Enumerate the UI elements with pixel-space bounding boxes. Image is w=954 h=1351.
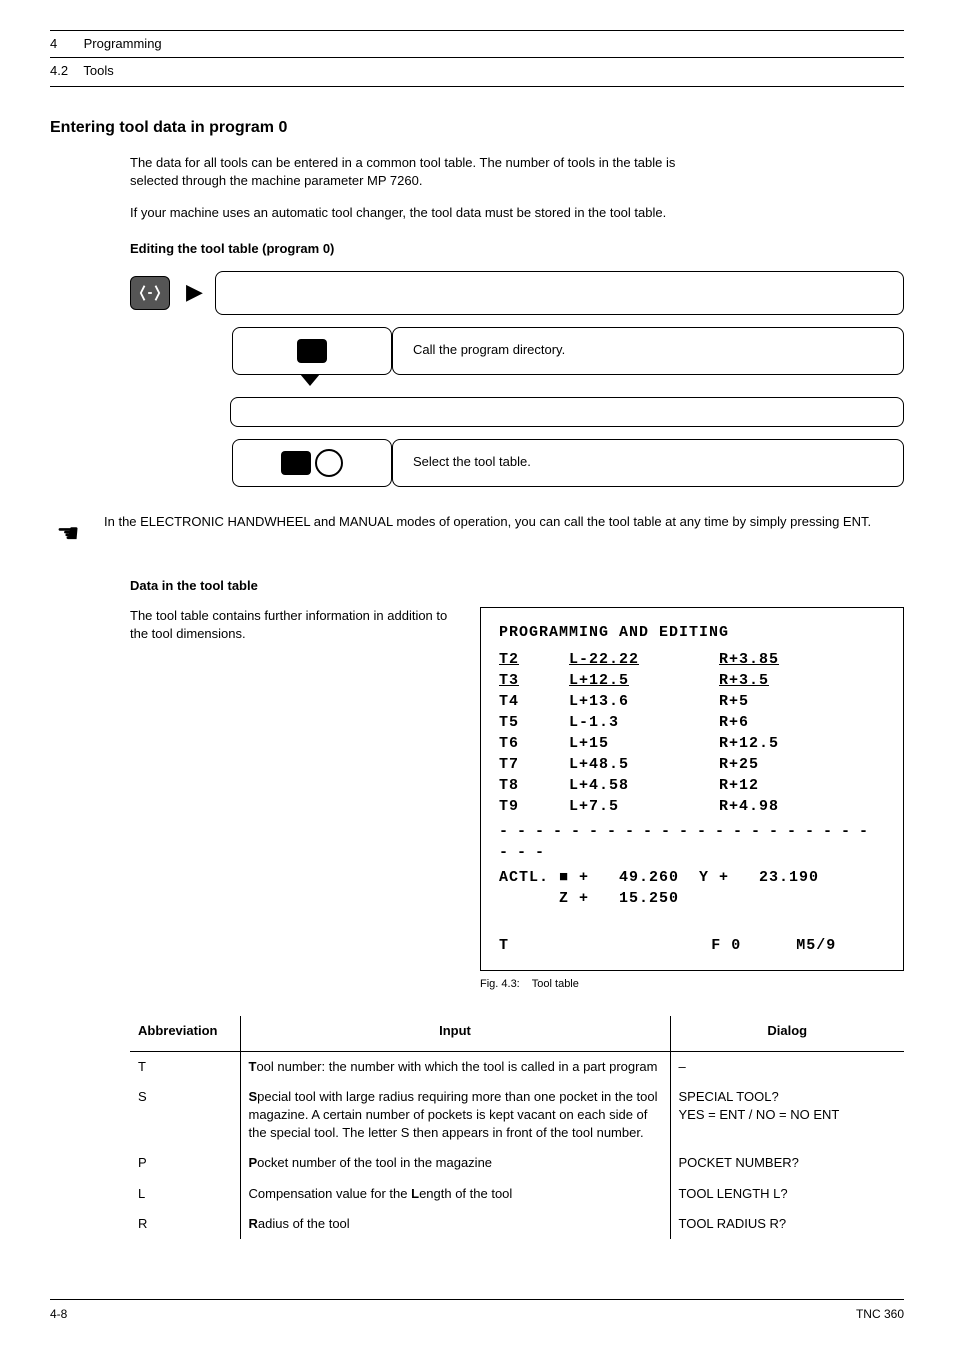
screen-l: L+13.6 <box>569 691 719 712</box>
screen-r: R+6 <box>719 712 885 733</box>
screen-row: T3L+12.5R+3.5 <box>499 670 885 691</box>
screen-r: R+3.85 <box>719 649 885 670</box>
screen-t: T6 <box>499 733 569 754</box>
key-select-table <box>232 439 392 487</box>
flow-step-2: Select the tool table. <box>130 439 904 487</box>
screen-status-t: T <box>499 935 711 956</box>
data-heading: Data in the tool table <box>130 577 904 595</box>
flow-header-row: ▶ <box>130 271 904 315</box>
round-key-icon <box>315 449 343 477</box>
defs-dialog: – <box>670 1051 904 1082</box>
note-block: ☚ In the ELECTRONIC HANDWHEEL and MANUAL… <box>50 513 904 551</box>
key-pgm-dir <box>232 327 392 375</box>
defs-row: LCompensation value for the Length of th… <box>130 1179 904 1209</box>
defs-abbr: L <box>130 1179 240 1209</box>
flow-empty-banner <box>215 271 904 315</box>
defs-row: TTool number: the number with which the … <box>130 1051 904 1082</box>
definitions-table: Abbreviation Input Dialog TTool number: … <box>130 1016 904 1239</box>
defs-head-input: Input <box>240 1016 670 1051</box>
defs-input: Special tool with large radius requiring… <box>240 1082 670 1149</box>
mode-icon <box>130 276 170 310</box>
screen-l: L-22.22 <box>569 649 719 670</box>
footer-left: 4-8 <box>50 1306 67 1323</box>
screen-r: R+12.5 <box>719 733 885 754</box>
screen-t: T3 <box>499 670 569 691</box>
screen-t: T4 <box>499 691 569 712</box>
screen-r: R+4.98 <box>719 796 885 817</box>
defs-dialog: TOOL RADIUS R? <box>670 1209 904 1239</box>
defs-dialog: SPECIAL TOOL?YES = ENT / NO = NO ENT <box>670 1082 904 1149</box>
intro-paragraph-1: The data for all tools can be entered in… <box>130 154 690 190</box>
screen-t: T7 <box>499 754 569 775</box>
screen-row: T8L+4.58R+12 <box>499 775 885 796</box>
screen-row: T9L+7.5R+4.98 <box>499 796 885 817</box>
screen-row: T2L-22.22R+3.85 <box>499 649 885 670</box>
screen-r: R+12 <box>719 775 885 796</box>
defs-row: PPocket number of the tool in the magazi… <box>130 1148 904 1178</box>
intro-paragraph-2: If your machine uses an automatic tool c… <box>130 204 690 222</box>
footer-right: TNC 360 <box>856 1306 904 1323</box>
screen-actl-1: ACTL. ■ + 49.260 Y + 23.190 <box>499 867 885 888</box>
tool-table-screen: PROGRAMMING AND EDITING T2L-22.22R+3.85T… <box>480 607 904 971</box>
screen-l: L+12.5 <box>569 670 719 691</box>
defs-input: Compensation value for the Length of the… <box>240 1179 670 1209</box>
defs-row: RRadius of the toolTOOL RADIUS R? <box>130 1209 904 1239</box>
flow-spacer <box>230 397 904 427</box>
screen-r: R+3.5 <box>719 670 885 691</box>
page-footer: 4-8 TNC 360 <box>50 1299 904 1323</box>
screen-l: L+4.58 <box>569 775 719 796</box>
screen-t: T8 <box>499 775 569 796</box>
screen-status-f: F 0 <box>711 935 796 956</box>
black-key-icon <box>297 339 327 363</box>
defs-abbr: T <box>130 1051 240 1082</box>
section-title: Tools <box>83 63 113 78</box>
black-key-icon <box>281 451 311 475</box>
screen-row: T6L+15R+12.5 <box>499 733 885 754</box>
chapter-number: 4 <box>50 35 80 53</box>
defs-input: Tool number: the number with which the t… <box>240 1051 670 1082</box>
screen-t: T5 <box>499 712 569 733</box>
screen-status-m: M5/9 <box>796 935 836 956</box>
screen-l: L+7.5 <box>569 796 719 817</box>
defs-abbr: P <box>130 1148 240 1178</box>
screen-title: PROGRAMMING AND EDITING <box>499 622 885 643</box>
flow-step-2-text: Select the tool table. <box>392 439 904 487</box>
screen-r: R+25 <box>719 754 885 775</box>
screen-r: R+5 <box>719 691 885 712</box>
screen-row: T4L+13.6R+5 <box>499 691 885 712</box>
arrow-right-icon: ▶ <box>186 277 203 308</box>
screen-l: L+15 <box>569 733 719 754</box>
figure-caption: Fig. 4.3: Tool table <box>480 977 904 992</box>
defs-head-abbr: Abbreviation <box>130 1016 240 1051</box>
defs-input: Radius of the tool <box>240 1209 670 1239</box>
defs-row: SSpecial tool with large radius requirin… <box>130 1082 904 1149</box>
flow-step-1: Call the program directory. <box>130 327 904 375</box>
screen-l: L-1.3 <box>569 712 719 733</box>
screen-status-row: T F 0 M5/9 <box>499 935 885 956</box>
down-arrow-icon <box>300 374 320 386</box>
section-number: 4.2 <box>50 62 80 80</box>
screen-t: T9 <box>499 796 569 817</box>
screen-row: T5L-1.3R+6 <box>499 712 885 733</box>
defs-dialog: TOOL LENGTH L? <box>670 1179 904 1209</box>
defs-abbr: S <box>130 1082 240 1149</box>
hand-note-icon: ☚ <box>50 513 86 551</box>
screen-t: T2 <box>499 649 569 670</box>
screen-dash-row: - - - - - - - - - - - - - - - - - - - - … <box>499 821 885 863</box>
defs-abbr: R <box>130 1209 240 1239</box>
screen-row: T7L+48.5R+25 <box>499 754 885 775</box>
defs-input: Pocket number of the tool in the magazin… <box>240 1148 670 1178</box>
defs-head-dialog: Dialog <box>670 1016 904 1051</box>
screen-l: L+48.5 <box>569 754 719 775</box>
defs-dialog: POCKET NUMBER? <box>670 1148 904 1178</box>
screen-actl-2: Z + 15.250 <box>499 888 885 909</box>
note-text: In the ELECTRONIC HANDWHEEL and MANUAL m… <box>104 513 904 531</box>
page-header-line1: 4 Programming <box>50 30 904 58</box>
data-intro: The tool table contains further informat… <box>130 607 460 643</box>
page-title: Entering tool data in program 0 <box>50 117 904 139</box>
edit-heading: Editing the tool table (program 0) <box>130 240 904 258</box>
flow-step-1-text: Call the program directory. <box>392 327 904 375</box>
chapter-title: Programming <box>84 36 162 51</box>
page-header-line2: 4.2 Tools <box>50 60 904 87</box>
